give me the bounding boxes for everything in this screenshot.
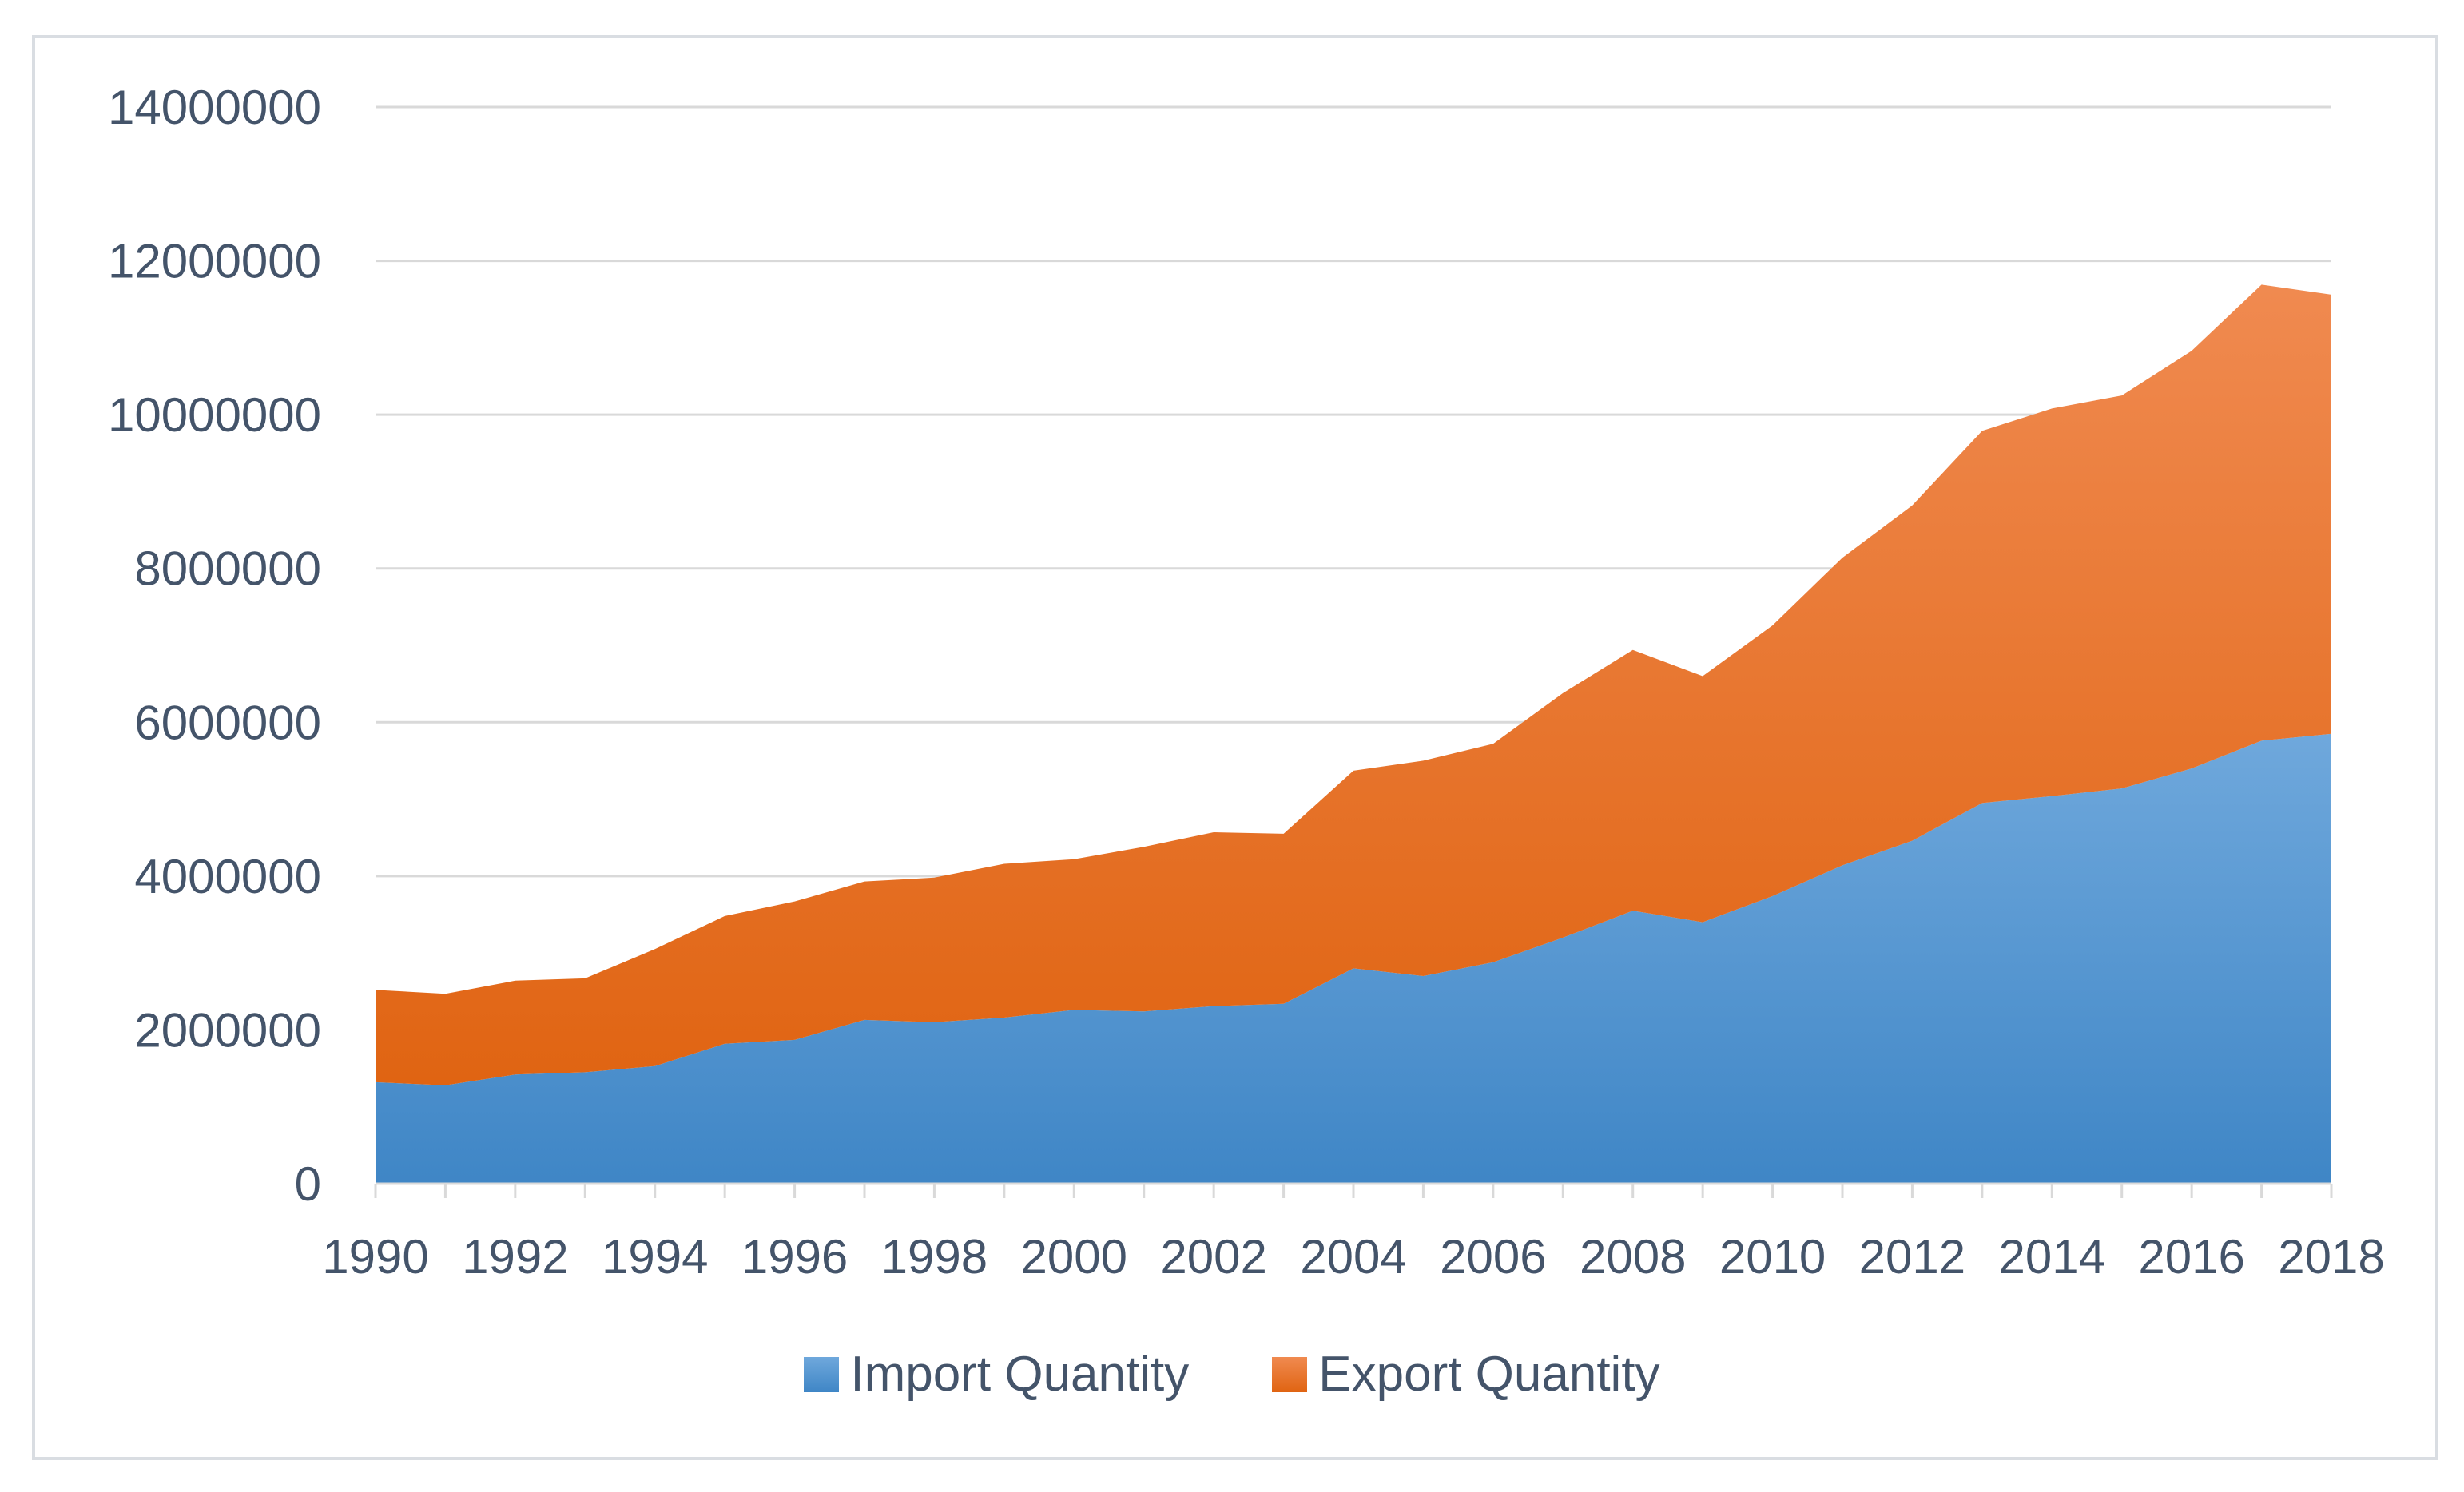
x-tick-label: 2010 xyxy=(1719,1230,1826,1284)
x-tick-label: 1996 xyxy=(741,1230,848,1284)
x-tick-label: 2008 xyxy=(1580,1230,1686,1284)
x-tick-label: 2016 xyxy=(2138,1230,2244,1284)
import-quantity-area xyxy=(376,733,2331,1184)
y-tick-label: 12000000 xyxy=(108,235,321,288)
y-tick-label: 14000000 xyxy=(108,81,321,134)
y-axis-tick-labels: 0 2000000 4000000 6000000 8000000 10000000 120… xyxy=(108,81,321,1211)
y-tick-label: 2000000 xyxy=(134,1003,321,1057)
x-tick-label: 2000 xyxy=(1021,1230,1127,1284)
legend-label-export: Export Quantity xyxy=(1318,1347,1660,1402)
legend-swatch-import xyxy=(804,1357,840,1392)
x-tick-label: 1992 xyxy=(462,1230,568,1284)
series-areas xyxy=(376,284,2331,1184)
y-tick-label: 0 xyxy=(295,1157,321,1211)
y-tick-label: 4000000 xyxy=(134,850,321,903)
x-axis xyxy=(374,1182,2333,1198)
legend-item-export: Export Quantity xyxy=(1272,1347,1660,1402)
legend-label-import: Import Quantity xyxy=(850,1347,1190,1402)
legend-swatch-export xyxy=(1272,1357,1308,1392)
legend-item-import: Import Quantity xyxy=(804,1350,1189,1399)
x-axis-tick-labels: 1990 1992 1994 1996 1998 2000 2002 2004 2006 2008… xyxy=(322,1230,2384,1284)
y-tick-label: 8000000 xyxy=(134,542,321,596)
x-tick-label: 2006 xyxy=(1440,1230,1546,1284)
y-tick-label: 10000000 xyxy=(108,388,321,442)
x-tick-label: 2012 xyxy=(1859,1230,1965,1284)
export-quantity-area xyxy=(376,284,2331,1085)
x-tick-label: 1998 xyxy=(881,1230,988,1284)
legend: Import Quantity Export Quantity xyxy=(0,1350,2464,1399)
x-tick-label: 2002 xyxy=(1160,1230,1266,1284)
x-tick-label: 2014 xyxy=(1999,1230,2105,1284)
x-tick-label: 2004 xyxy=(1300,1230,1406,1284)
x-tick-label: 1994 xyxy=(602,1230,708,1284)
y-tick-label: 6000000 xyxy=(134,696,321,749)
x-tick-label: 2018 xyxy=(2278,1230,2384,1284)
x-tick-label: 1990 xyxy=(322,1230,428,1284)
